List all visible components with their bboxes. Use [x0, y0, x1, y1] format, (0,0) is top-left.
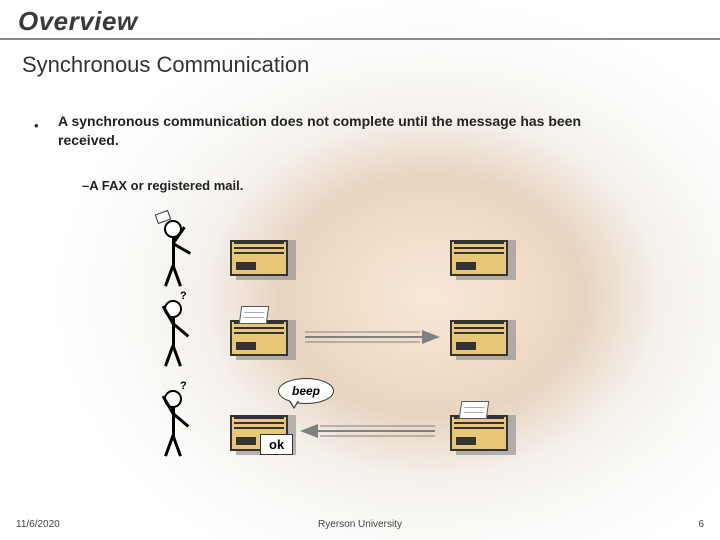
- fax-row1-right: [450, 240, 510, 280]
- paper-out-icon: [459, 401, 490, 419]
- paper-out-icon: [239, 306, 270, 324]
- fax-row1-left: [230, 240, 290, 280]
- illustration-stage: ? ? beep ok: [150, 220, 590, 480]
- question-mark-icon: ?: [180, 380, 187, 392]
- fax-row2-right: [450, 320, 510, 360]
- motion-arrow-right: [300, 330, 440, 344]
- subtitle: Synchronous Communication: [22, 52, 309, 78]
- question-mark-icon: ?: [180, 290, 187, 302]
- title-underline: [0, 38, 720, 40]
- person-row2: ?: [150, 300, 198, 374]
- footer-center: Ryerson University: [0, 519, 720, 530]
- bullet-text: A synchronous communication does not com…: [58, 112, 618, 150]
- bubble-text: beep: [292, 384, 320, 398]
- motion-arrow-left: [300, 424, 440, 438]
- bullet-marker: •: [34, 118, 39, 133]
- page-title: Overview: [18, 6, 138, 37]
- person-row3: ?: [150, 390, 198, 464]
- ok-label: ok: [260, 434, 293, 455]
- footer-page-number: 6: [698, 519, 704, 530]
- fax-row2-left: [230, 320, 290, 360]
- fax-row3-right: [450, 415, 510, 455]
- person-row1: [150, 220, 198, 294]
- sub-bullet: –A FAX or registered mail.: [82, 178, 243, 193]
- speech-bubble-beep: beep: [278, 378, 334, 404]
